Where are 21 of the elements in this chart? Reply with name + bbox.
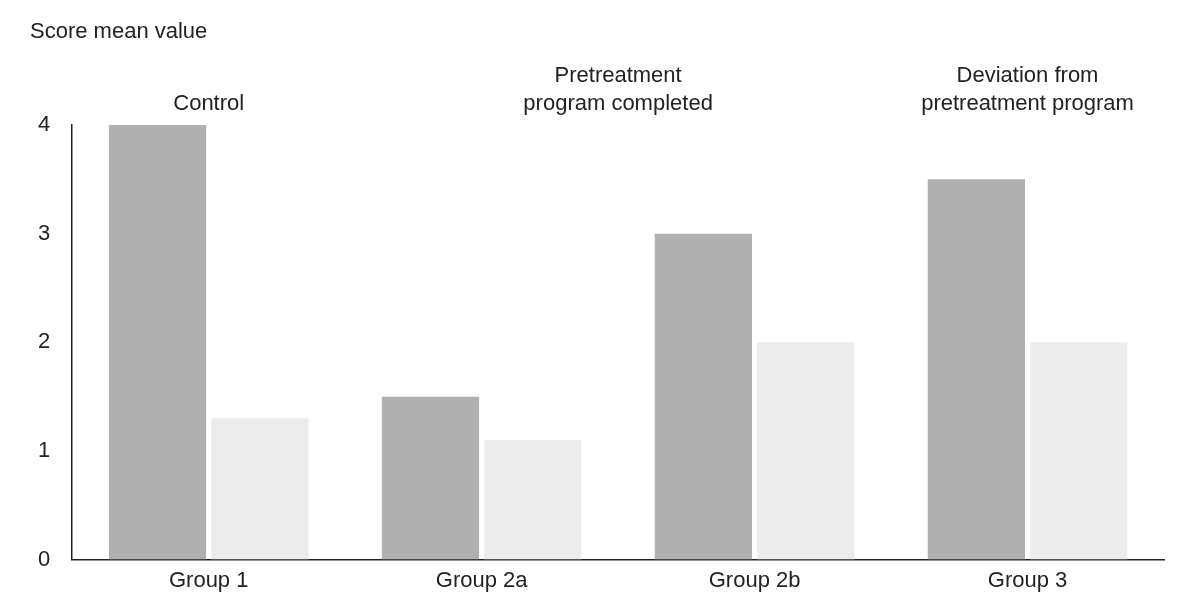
bar <box>108 125 207 560</box>
y-tick-label: 0 <box>37 545 51 571</box>
y-axis-title: Score mean value <box>30 18 208 44</box>
bar <box>927 179 1025 560</box>
bar <box>757 342 855 560</box>
bar <box>484 440 582 560</box>
text: Pretreatment program completed <box>523 62 713 115</box>
bar <box>381 396 480 560</box>
bar <box>654 233 753 560</box>
bar <box>211 418 309 560</box>
x-tick-label: Group 2b <box>708 566 801 592</box>
y-tick-label: 3 <box>37 219 51 245</box>
y-tick-label: 4 <box>37 111 51 137</box>
x-tick-label: Group 2a <box>435 566 529 592</box>
text: Control <box>173 90 245 115</box>
x-tick-label: Group 1 <box>168 566 249 592</box>
bar <box>1030 342 1128 560</box>
x-tick-label: Group 3 <box>987 566 1068 592</box>
text: Deviation from pretreatment program <box>921 62 1134 115</box>
y-tick-label: 2 <box>37 328 51 354</box>
y-tick-label: 1 <box>37 437 51 463</box>
